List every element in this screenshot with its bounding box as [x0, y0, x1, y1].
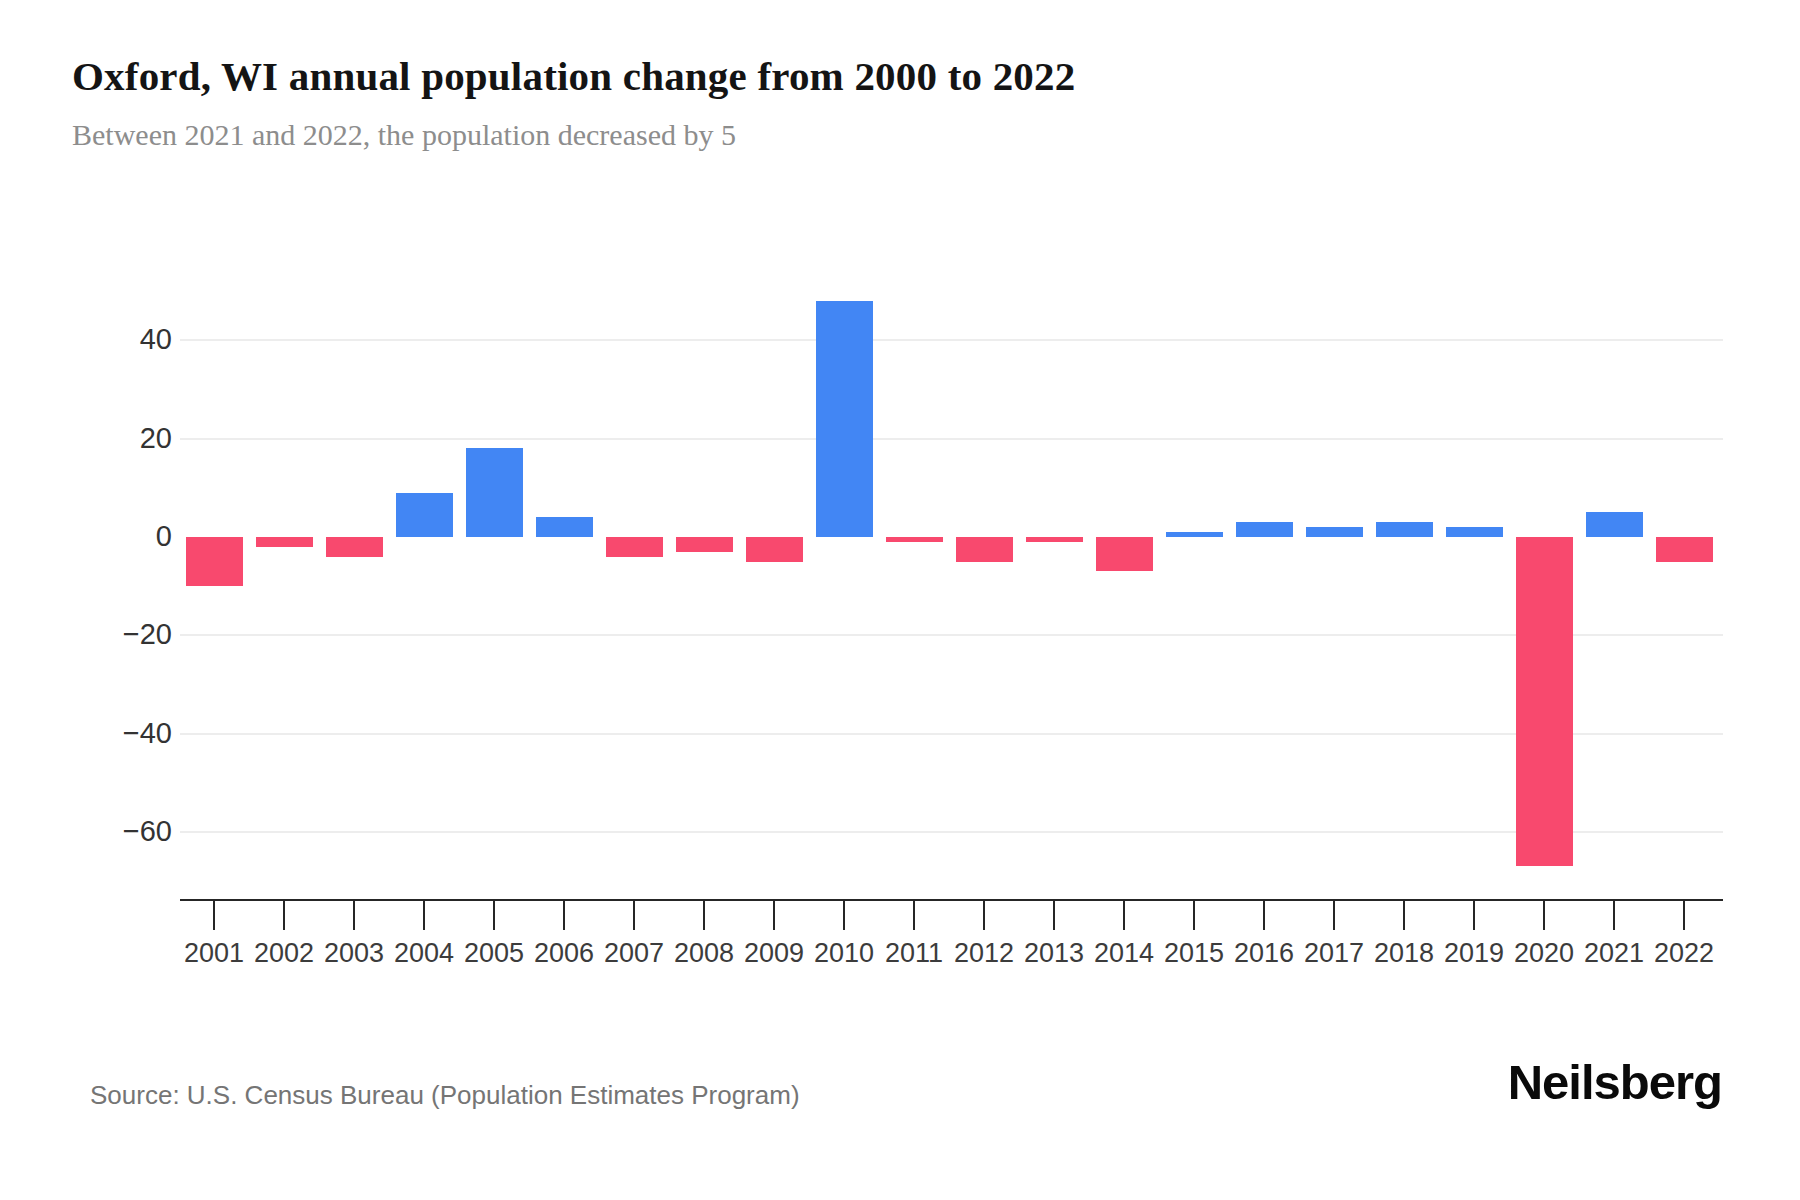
gridline--20 [180, 634, 1723, 636]
x-axis-label-2009: 2009 [734, 938, 814, 969]
x-axis-label-2021: 2021 [1574, 938, 1654, 969]
gridline--60 [180, 831, 1723, 833]
gridline-20 [180, 438, 1723, 440]
x-axis-label-2019: 2019 [1434, 938, 1514, 969]
x-axis-label-2015: 2015 [1154, 938, 1234, 969]
x-tick-2005 [493, 900, 495, 930]
x-tick-2003 [353, 900, 355, 930]
x-tick-2004 [423, 900, 425, 930]
x-tick-2008 [703, 900, 705, 930]
bar-2019 [1446, 527, 1503, 537]
x-tick-2002 [283, 900, 285, 930]
y-axis-label--60: −60 [82, 817, 172, 846]
source-note: Source: U.S. Census Bureau (Population E… [90, 1080, 800, 1111]
bar-2004 [396, 493, 453, 537]
x-axis-label-2004: 2004 [384, 938, 464, 969]
x-axis-label-2005: 2005 [454, 938, 534, 969]
bar-2007 [606, 537, 663, 557]
x-tick-2019 [1473, 900, 1475, 930]
bar-2001 [186, 537, 243, 586]
y-axis-label-0: 0 [82, 522, 172, 551]
x-axis-label-2007: 2007 [594, 938, 674, 969]
bar-2005 [466, 448, 523, 537]
x-tick-2013 [1053, 900, 1055, 930]
bar-2015 [1166, 532, 1223, 537]
x-tick-2020 [1543, 900, 1545, 930]
x-axis-label-2016: 2016 [1224, 938, 1304, 969]
x-tick-2022 [1683, 900, 1685, 930]
x-tick-2012 [983, 900, 985, 930]
bar-2012 [956, 537, 1013, 562]
x-axis-label-2002: 2002 [244, 938, 324, 969]
x-tick-2016 [1263, 900, 1265, 930]
x-tick-2021 [1613, 900, 1615, 930]
bar-2020 [1516, 537, 1573, 866]
x-axis-label-2020: 2020 [1504, 938, 1584, 969]
neilsberg-logo: Neilsberg [1508, 1054, 1722, 1110]
x-axis-label-2010: 2010 [804, 938, 884, 969]
x-tick-2007 [633, 900, 635, 930]
x-axis-label-2022: 2022 [1644, 938, 1724, 969]
x-axis-line [180, 899, 1723, 901]
x-axis-label-2011: 2011 [874, 938, 954, 969]
x-axis-label-2013: 2013 [1014, 938, 1094, 969]
x-axis-label-2017: 2017 [1294, 938, 1374, 969]
chart-subtitle: Between 2021 and 2022, the population de… [72, 118, 736, 152]
x-axis-label-2014: 2014 [1084, 938, 1164, 969]
gridline-40 [180, 339, 1723, 341]
bar-2011 [886, 537, 943, 542]
bar-2021 [1586, 512, 1643, 537]
bar-2014 [1096, 537, 1153, 571]
x-tick-2006 [563, 900, 565, 930]
bar-2022 [1656, 537, 1713, 562]
x-axis-label-2006: 2006 [524, 938, 604, 969]
y-axis-label--40: −40 [82, 719, 172, 748]
chart-title: Oxford, WI annual population change from… [72, 52, 1075, 100]
bar-2013 [1026, 537, 1083, 542]
x-tick-2010 [843, 900, 845, 930]
bar-2016 [1236, 522, 1293, 537]
x-tick-2001 [213, 900, 215, 930]
x-axis-label-2003: 2003 [314, 938, 394, 969]
x-tick-2009 [773, 900, 775, 930]
bar-2008 [676, 537, 733, 552]
bar-2017 [1306, 527, 1363, 537]
x-tick-2014 [1123, 900, 1125, 930]
bar-2018 [1376, 522, 1433, 537]
gridline--40 [180, 733, 1723, 735]
y-axis-label-40: 40 [82, 325, 172, 354]
x-axis-label-2008: 2008 [664, 938, 744, 969]
x-tick-2017 [1333, 900, 1335, 930]
bar-2009 [746, 537, 803, 562]
x-axis-label-2012: 2012 [944, 938, 1024, 969]
chart-page: Oxford, WI annual population change from… [0, 0, 1800, 1200]
x-tick-2015 [1193, 900, 1195, 930]
bar-2003 [326, 537, 383, 557]
y-axis-label-20: 20 [82, 424, 172, 453]
y-axis-label--20: −20 [82, 620, 172, 649]
x-axis-label-2018: 2018 [1364, 938, 1444, 969]
bar-2010 [816, 301, 873, 537]
bar-2002 [256, 537, 313, 547]
x-tick-2011 [913, 900, 915, 930]
bar-2006 [536, 517, 593, 537]
x-axis-label-2001: 2001 [174, 938, 254, 969]
x-tick-2018 [1403, 900, 1405, 930]
